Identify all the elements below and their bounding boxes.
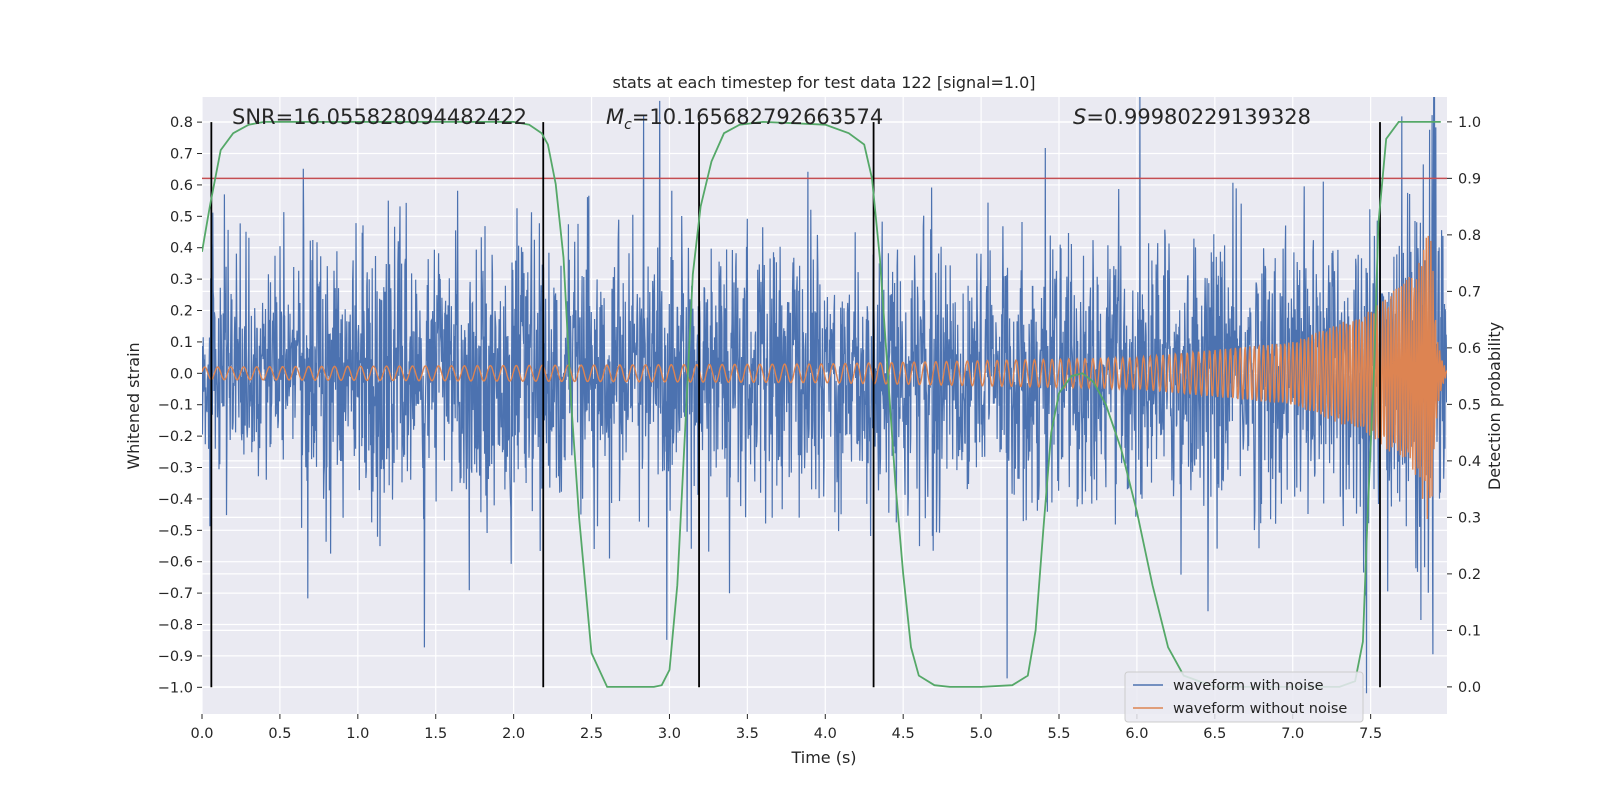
series-waveform-with-noise (202, 97, 1447, 694)
y-tick-label: 0.5 (170, 209, 193, 225)
x-axis-label: Time (s) (790, 748, 856, 767)
legend-noise-label: waveform with noise (1173, 678, 1324, 694)
x-tick-label: 6.5 (1203, 726, 1226, 742)
y-tick-label: −0.1 (158, 398, 193, 414)
y-tick-label: 0.7 (170, 147, 193, 163)
x-tick-label: 0.5 (268, 726, 291, 742)
x-tick-label: 3.0 (658, 726, 681, 742)
spin-value: =0.99980229139328 (1086, 105, 1311, 129)
legend-box (1124, 671, 1364, 723)
y-tick-label: −0.5 (158, 523, 193, 539)
y-tick-label: 0.0 (170, 366, 193, 382)
chirp-mass-subscript: c (624, 117, 632, 133)
y-tick-label: 0.6 (170, 178, 193, 194)
y2-tick-label: 0.0 (1458, 680, 1481, 696)
y-tick-label: −0.8 (158, 618, 193, 634)
x-tick-label: 2.5 (580, 726, 603, 742)
x-tick-label: 1.5 (424, 726, 447, 742)
chirp-mass-annotation: Mc=10.165682792663574 (606, 105, 883, 133)
x-tick-label: 7.0 (1281, 726, 1304, 742)
spin-annotation: S=0.99980229139328 (1073, 105, 1311, 129)
y-tick-label: 0.2 (170, 304, 193, 320)
y2-tick-label: 0.8 (1458, 228, 1481, 244)
y-tick-label: −0.6 (158, 555, 193, 571)
x-tick-label: 4.0 (814, 726, 837, 742)
plot-content (202, 97, 1447, 694)
x-tick-label: 5.0 (970, 726, 993, 742)
y2-tick-label: 0.1 (1458, 623, 1481, 639)
y-tick-label: 0.3 (170, 272, 193, 288)
y-tick-label: 0.8 (170, 115, 193, 131)
y2-tick-label: 0.9 (1458, 171, 1481, 187)
y2-tick-label: 0.2 (1458, 567, 1481, 583)
x-tick-label: 0.0 (190, 726, 213, 742)
spin-symbol: S (1073, 105, 1086, 129)
y-tick-label: −1.0 (158, 680, 193, 696)
x-tick-label: 2.0 (502, 726, 525, 742)
x-tick-label: 5.5 (1047, 726, 1070, 742)
legend: waveform with noise waveform without noi… (1124, 671, 1364, 723)
x-tick-label: 7.5 (1359, 726, 1382, 742)
y-tick-label: −0.9 (158, 649, 193, 665)
y2-tick-label: 0.3 (1458, 510, 1481, 526)
y2-axis-label: Detection probability (1485, 322, 1504, 490)
chirp-mass-value: =10.165682792663574 (632, 105, 883, 129)
y2-tick-label: 0.6 (1458, 341, 1481, 357)
y-axis-label: Whitened strain (124, 342, 143, 469)
x-axis-ticks: 0.0 0.5 1.0 1.5 2.0 2.5 3.0 3.5 4.0 4.5 5.0 5.5 6.0 6… (190, 714, 1382, 742)
y-tick-label: 0.1 (170, 335, 193, 351)
y2-tick-label: 0.7 (1458, 284, 1481, 300)
y-tick-label: 0.4 (170, 241, 193, 257)
chart-title: stats at each timestep for test data 122… (612, 73, 1035, 92)
x-tick-label: 3.5 (736, 726, 759, 742)
y-tick-label: −0.3 (158, 461, 193, 477)
x-tick-label: 1.0 (346, 726, 369, 742)
legend-clean-label: waveform without noise (1173, 701, 1347, 717)
y-tick-label: −0.4 (158, 492, 193, 508)
y2-tick-label: 0.4 (1458, 454, 1481, 470)
x-tick-label: 4.5 (892, 726, 915, 742)
y-tick-label: −0.2 (158, 429, 193, 445)
y2-tick-label: 1.0 (1458, 115, 1481, 131)
y-tick-label: −0.7 (158, 586, 193, 602)
snr-annotation: SNR=16.055828094482422 (232, 105, 527, 129)
y2-tick-label: 0.5 (1458, 397, 1481, 413)
x-tick-label: 6.0 (1125, 726, 1148, 742)
y-axis-ticks: 0.8 0.7 0.6 0.5 0.4 0.3 0.2 0.1 0.0 −0.1 −0.2 −0.3 −… (158, 115, 202, 696)
series-waveform-without-noise (202, 235, 1447, 520)
y2-axis-ticks: 1.0 0.9 0.8 0.7 0.6 0.5 0.4 0.3 0.2 0.1 0.0 (1447, 115, 1481, 696)
chirp-mass-symbol: M (606, 105, 624, 129)
